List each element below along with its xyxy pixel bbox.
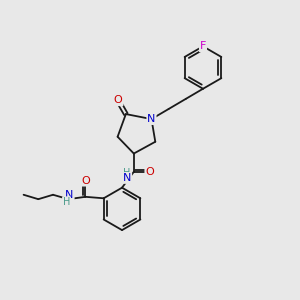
Text: N: N	[147, 114, 156, 124]
Text: F: F	[200, 41, 206, 51]
Text: H: H	[63, 197, 70, 207]
Text: O: O	[145, 167, 154, 177]
Text: O: O	[114, 95, 123, 105]
Text: N: N	[123, 173, 131, 183]
Text: N: N	[65, 190, 74, 200]
Text: H: H	[123, 168, 130, 178]
Text: O: O	[81, 176, 90, 186]
